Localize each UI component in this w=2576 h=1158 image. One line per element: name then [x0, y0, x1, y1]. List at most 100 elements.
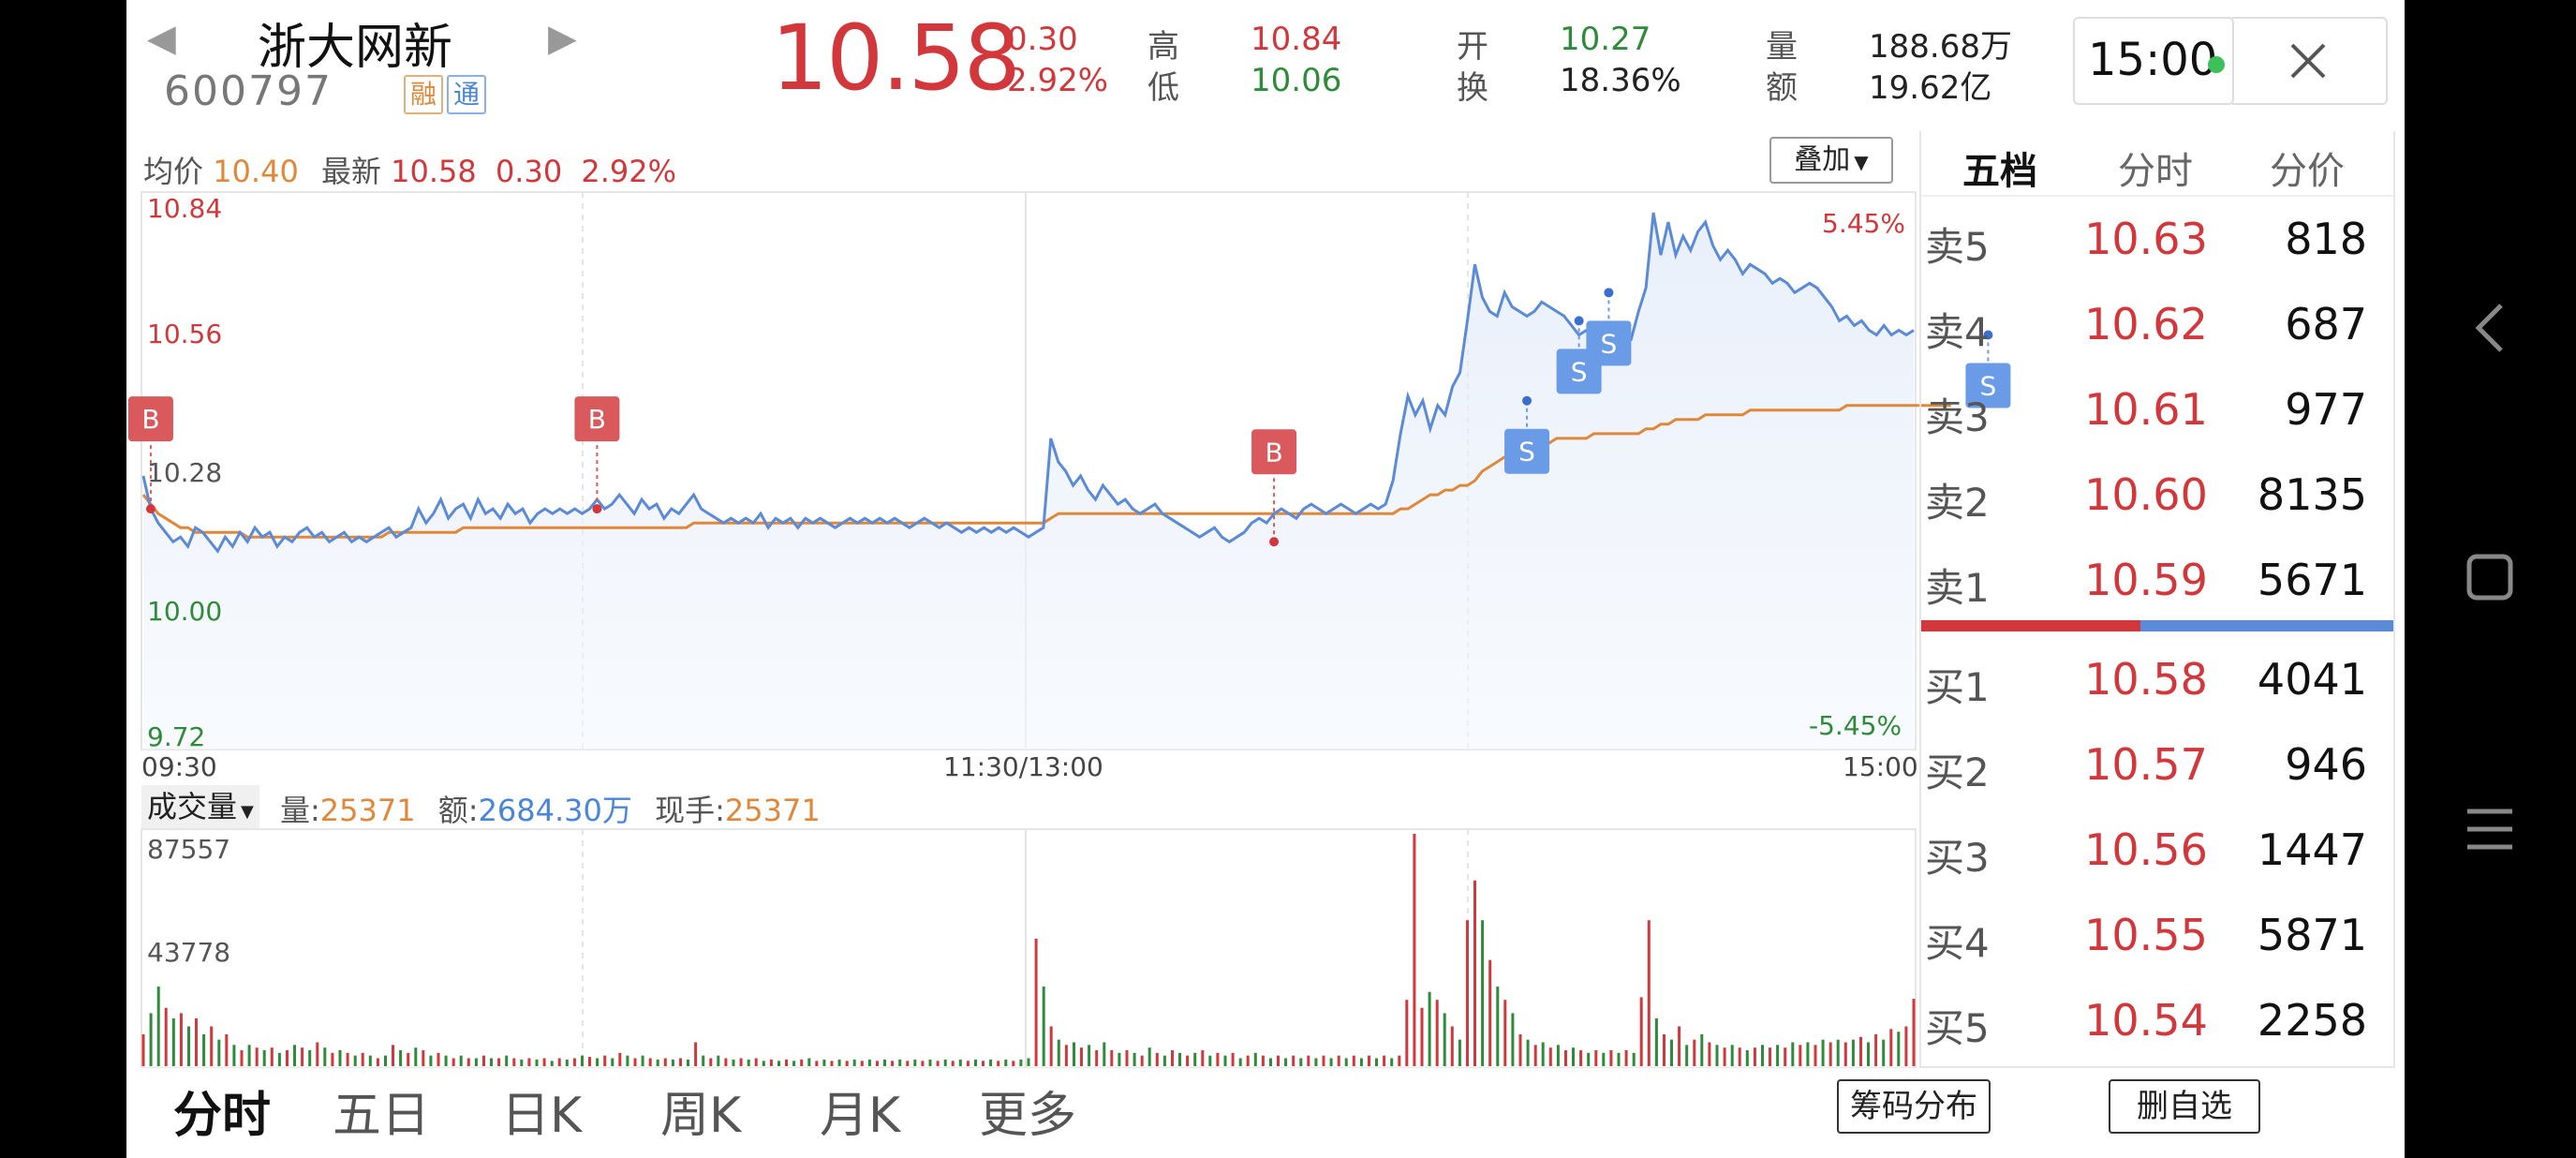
- volume-bar: [641, 1055, 644, 1066]
- prev-stock-arrow-icon[interactable]: ◀: [147, 17, 176, 60]
- buy-sell-ratio-bar-red: [1921, 620, 2140, 631]
- sell-row-5[interactable]: 卖5 10.63 818: [1921, 195, 2390, 279]
- volume-bar: [694, 1042, 698, 1066]
- tab-five-levels[interactable]: 五档: [1962, 150, 2037, 193]
- sell-row-1[interactable]: 卖1 10.59 5671: [1921, 536, 2390, 620]
- tab-monthly-k[interactable]: 月K: [820, 1088, 901, 1144]
- tab-daily-k[interactable]: 日K: [501, 1088, 583, 1144]
- sell-marker[interactable]: [1586, 320, 1632, 366]
- volume-bar: [702, 1055, 705, 1066]
- home-nav-icon[interactable]: [2465, 553, 2514, 601]
- volume-bar: [1678, 1026, 1681, 1066]
- avg-price-label: 均价: [143, 154, 204, 189]
- next-stock-arrow-icon[interactable]: ▶: [548, 17, 577, 60]
- time-box: 15:00: [2073, 17, 2234, 105]
- volume-bar: [466, 1058, 470, 1066]
- volume-bar: [1299, 1058, 1303, 1066]
- close-button[interactable]: [2232, 17, 2388, 105]
- tab-more[interactable]: 更多: [979, 1088, 1077, 1144]
- volume-bar: [1034, 939, 1038, 1066]
- buy-row-3[interactable]: 买3 10.56 1447: [1921, 806, 2390, 890]
- volume-bar: [429, 1055, 433, 1066]
- hand-value: 25371: [724, 793, 821, 828]
- volume-bar: [762, 1061, 765, 1066]
- sell-marker[interactable]: [1965, 363, 2011, 408]
- buy-label: 买4: [1925, 920, 1990, 966]
- tab-intraday[interactable]: 分时: [173, 1088, 272, 1144]
- volume-bar: [709, 1058, 713, 1066]
- volume-bar: [989, 1059, 993, 1066]
- y-tick-bottom: 9.72: [147, 721, 206, 752]
- volume-bar: [1073, 1042, 1075, 1066]
- volume-bar: [1874, 1034, 1878, 1066]
- buy-sell-ratio-bar-blue: [2140, 620, 2393, 631]
- buy-row-5[interactable]: 买5 10.54 2258: [1921, 976, 2390, 1061]
- buy-label: 买3: [1925, 835, 1990, 881]
- volume-bar: [1594, 1050, 1598, 1066]
- amount-label: 额: [1766, 69, 1798, 107]
- volume-bar: [1496, 987, 1500, 1066]
- market-status-dot: [2208, 56, 2225, 73]
- volume-bar: [739, 1058, 743, 1066]
- tab-weekly-k[interactable]: 周K: [660, 1088, 742, 1144]
- sell-row-4[interactable]: 卖4 10.62 687: [1921, 280, 2390, 364]
- buy-marker[interactable]: [127, 396, 173, 442]
- menu-nav-icon[interactable]: [2465, 806, 2514, 853]
- volume-bar: [1155, 1052, 1159, 1066]
- volume-bar: [1292, 1055, 1295, 1066]
- volume-bar: [800, 1059, 804, 1066]
- buy-row-1[interactable]: 买1 10.58 4041: [1921, 635, 2390, 720]
- amt-label: 额:: [437, 793, 479, 828]
- volume-bar: [1556, 1045, 1560, 1066]
- tab-price-dist[interactable]: 分价: [2270, 150, 2345, 193]
- indicator-selector[interactable]: 成交量 ▼: [141, 785, 259, 828]
- sell-row-2[interactable]: 卖2 10.60 8135: [1921, 451, 2390, 535]
- volume-bar: [179, 1013, 183, 1066]
- volume-bar: [1836, 1039, 1840, 1066]
- sell-volume: 977: [2285, 384, 2367, 435]
- buy-row-4[interactable]: 买4 10.55 5871: [1921, 891, 2390, 975]
- tab-tick[interactable]: 分时: [2118, 150, 2193, 193]
- volume-bar: [1518, 1034, 1522, 1066]
- volume-bar: [997, 1061, 1000, 1066]
- volume-bar: [141, 1034, 145, 1066]
- indicator-selector-label: 成交量: [147, 789, 238, 824]
- x-tick-start: 09:30: [141, 751, 217, 782]
- volume-bar: [316, 1042, 319, 1066]
- chip-distribution-button[interactable]: 筹码分布: [1837, 1079, 1991, 1134]
- buy-row-2[interactable]: 买2 10.57 946: [1921, 720, 2390, 805]
- volume-bar: [1541, 1042, 1545, 1066]
- sell-marker[interactable]: [1504, 428, 1550, 474]
- volume-bar: [1654, 1018, 1658, 1066]
- volume-bar: [1420, 1007, 1424, 1066]
- volume-bar: [399, 1050, 403, 1066]
- volume-bar: [1368, 1055, 1370, 1066]
- volume-bar: [837, 1059, 841, 1066]
- volume-bar: [1329, 1058, 1333, 1066]
- buy-label: 买2: [1925, 750, 1990, 795]
- volume-bar: [1253, 1052, 1257, 1066]
- volume-value: 188.68万: [1869, 28, 2012, 66]
- volume-bar: [876, 1061, 879, 1066]
- volume-bar: [1814, 1045, 1817, 1066]
- volume-bar: [542, 1058, 546, 1066]
- volume-bar: [1821, 1039, 1825, 1066]
- price-area-fill: [143, 213, 1914, 750]
- buy-marker[interactable]: [1251, 429, 1297, 475]
- tab-five-day[interactable]: 五日: [333, 1088, 431, 1144]
- high-value: 10.84: [1251, 21, 1342, 58]
- volume-bar: [1859, 1036, 1862, 1066]
- low-value: 10.06: [1251, 62, 1342, 99]
- volume-bar: [1738, 1047, 1741, 1066]
- volume-bar: [1261, 1055, 1265, 1066]
- remove-watchlist-button[interactable]: 删自选: [2109, 1079, 2260, 1134]
- volume-bar: [1639, 997, 1643, 1066]
- volume-bar: [286, 1050, 289, 1066]
- back-nav-icon[interactable]: [2469, 300, 2510, 356]
- trade-point: [1269, 537, 1280, 547]
- volume-bar: [1231, 1052, 1235, 1066]
- overlay-button[interactable]: 叠加 ▼: [1769, 137, 1893, 184]
- buy-marker[interactable]: [574, 396, 620, 442]
- sell-row-3[interactable]: 卖3 10.61 977: [1921, 365, 2390, 450]
- volume-bar: [852, 1059, 856, 1066]
